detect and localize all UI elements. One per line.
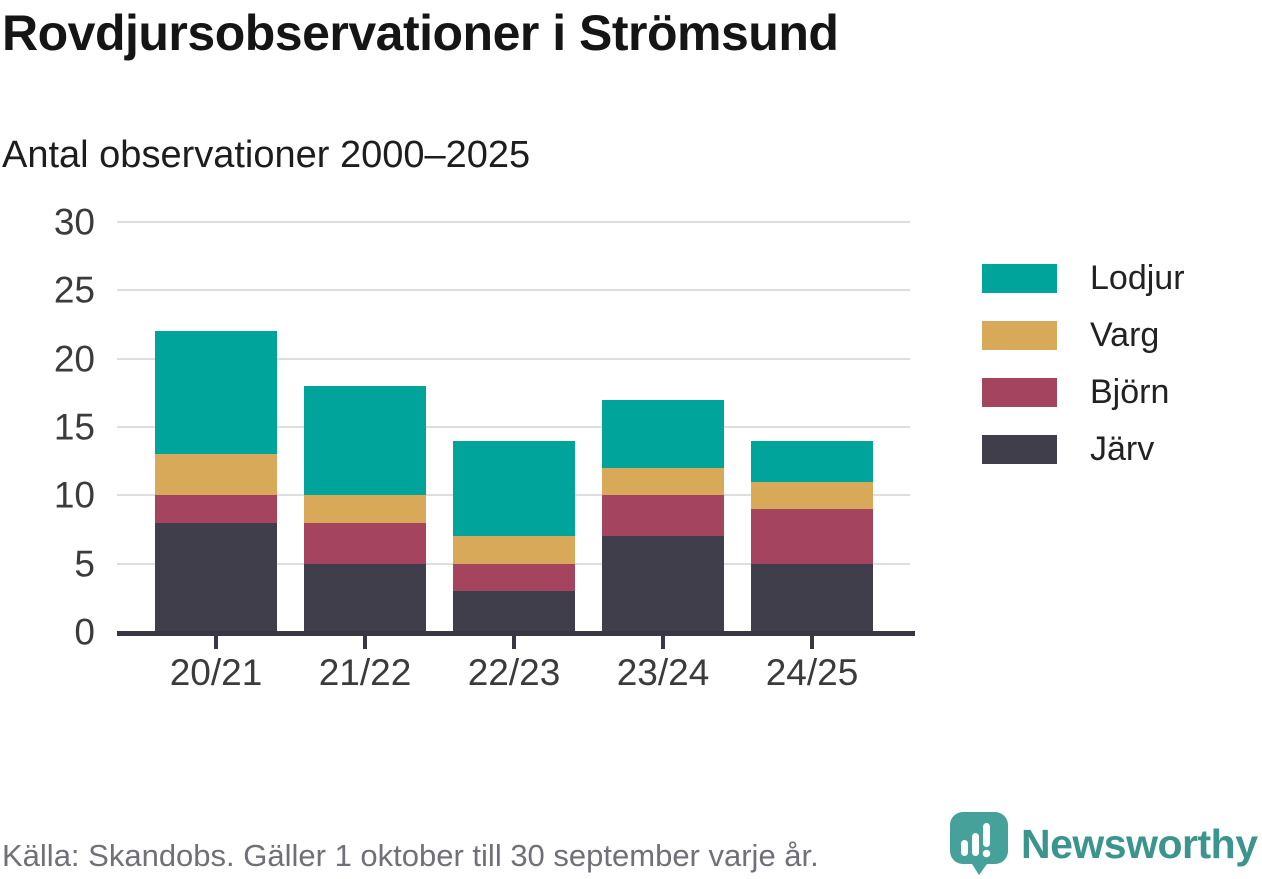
bar-segment-jarv [304,563,426,632]
x-tick-21-22 [363,636,367,649]
bar-segment-bjorn [751,509,873,564]
bar-segment-jarv [155,522,277,632]
gridline-15 [117,426,910,428]
legend-label-jarv: Järv [1090,430,1155,468]
bar-segment-lodjur [453,440,575,537]
gridline-30 [117,221,910,223]
legend: Lodjur Varg Björn Järv [982,259,1185,492]
y-axis-labels: 0 5 10 15 20 25 30 [0,204,95,651]
legend-label-bjorn: Björn [1090,373,1170,411]
bar-segment-lodjur [602,399,724,469]
x-axis-labels: 20/21 21/22 22/23 23/24 24/25 [117,652,910,700]
legend-item-lodjur: Lodjur [982,259,1185,297]
x-axis-label-21-22: 21/22 [318,652,412,693]
chart-title: Rovdjursobservationer i Strömsund [2,5,839,61]
gridline-20 [117,357,910,360]
bar-segment-bjorn [602,495,724,537]
x-axis-line [117,631,915,636]
legend-label-lodjur: Lodjur [1090,259,1185,297]
bar-24-25 [751,440,873,632]
x-tick-24-25 [810,636,814,649]
source-text: Källa: Skandobs. Gäller 1 oktober till 3… [2,838,819,873]
x-tick-20-21 [214,636,218,649]
bar-segment-lodjur [155,331,277,455]
bar-segment-bjorn [155,495,277,523]
x-axis-label-24-25: 24/25 [765,652,859,693]
newsworthy-logo[interactable]: Newsworthy [950,812,1258,876]
y-axis-label-15: 15 [53,406,95,448]
legend-label-varg: Varg [1090,316,1160,354]
bar-22-23 [453,440,575,632]
x-axis-label-22-23: 22/23 [467,652,561,693]
x-axis-label-23-24: 23/24 [616,652,710,693]
bar-segment-varg [453,536,575,564]
y-axis-label-25: 25 [53,269,95,311]
bar-segment-lodjur [304,386,426,496]
plot-area [117,221,910,632]
bar-segment-jarv [453,591,575,632]
y-axis-label-0: 0 [74,611,95,653]
bar-segment-bjorn [304,522,426,564]
legend-swatch-jarv [982,435,1057,464]
bar-23-24 [602,399,724,632]
y-axis-label-20: 20 [53,338,95,380]
y-axis-label-10: 10 [53,474,95,516]
bar-segment-varg [155,454,277,496]
bar-segment-varg [602,468,724,496]
legend-swatch-lodjur [982,264,1057,293]
bar-21-22 [304,386,426,632]
bar-segment-varg [304,495,426,523]
gridline-25 [117,289,910,292]
legend-item-jarv: Järv [982,430,1185,468]
legend-swatch-bjorn [982,378,1057,407]
y-axis-label-5: 5 [74,543,95,585]
newsworthy-wordmark: Newsworthy [1021,820,1258,867]
bar-segment-varg [751,481,873,510]
x-tick-23-24 [661,636,665,649]
legend-item-varg: Varg [982,316,1185,354]
x-axis-label-20-21: 20/21 [169,652,263,693]
y-axis-label-30: 30 [53,201,95,243]
bar-segment-bjorn [453,563,575,591]
bar-segment-jarv [602,536,724,632]
x-tick-22-23 [512,636,516,649]
chart-subtitle: Antal observationer 2000–2025 [2,134,531,176]
bar-segment-jarv [751,563,873,632]
bar-segment-lodjur [751,440,873,482]
bar-20-21 [155,331,277,632]
legend-swatch-varg [982,321,1057,350]
newsworthy-icon [950,812,1008,875]
legend-item-bjorn: Björn [982,373,1185,411]
